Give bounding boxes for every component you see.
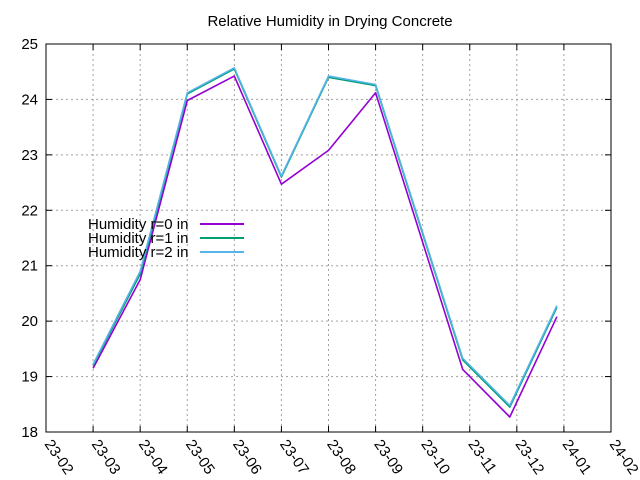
x-tick-label: 23-02 xyxy=(41,437,77,478)
legend-label: Humidity r=2 in xyxy=(88,244,188,261)
series-line-0 xyxy=(92,75,558,418)
y-tick-label: 23 xyxy=(21,147,38,164)
chart-title: Relative Humidity in Drying Concrete xyxy=(207,13,452,30)
x-tick-label: 24-02 xyxy=(606,437,640,478)
y-tick-label: 20 xyxy=(21,313,38,330)
x-tick-label: 24-01 xyxy=(559,437,595,478)
y-tick-label: 18 xyxy=(21,424,38,441)
x-tick-label: 23-04 xyxy=(135,437,171,478)
x-tick-label: 23-11 xyxy=(464,437,499,477)
y-tick-label: 25 xyxy=(21,36,38,53)
x-tick-label: 23-03 xyxy=(88,437,124,478)
x-tick-label: 23-05 xyxy=(182,437,218,478)
legend-label: Humidity r=1 in xyxy=(88,230,188,247)
x-tick-label: 23-10 xyxy=(417,437,453,478)
series-line-2 xyxy=(92,67,558,407)
grid-lines xyxy=(46,44,611,432)
x-tick-label: 23-08 xyxy=(323,437,359,478)
y-tick-label: 22 xyxy=(21,202,38,219)
x-tick-label: 23-09 xyxy=(370,437,406,478)
legend-label: Humidity r=0 in xyxy=(88,216,188,233)
y-tick-label: 21 xyxy=(21,258,38,275)
y-tick-label: 19 xyxy=(21,369,38,386)
x-tick-label: 23-12 xyxy=(512,437,548,478)
x-tick-label: 23-07 xyxy=(276,437,312,478)
y-tick-label: 24 xyxy=(21,91,38,108)
series-lines xyxy=(92,67,558,418)
x-tick-label: 23-06 xyxy=(229,437,265,478)
